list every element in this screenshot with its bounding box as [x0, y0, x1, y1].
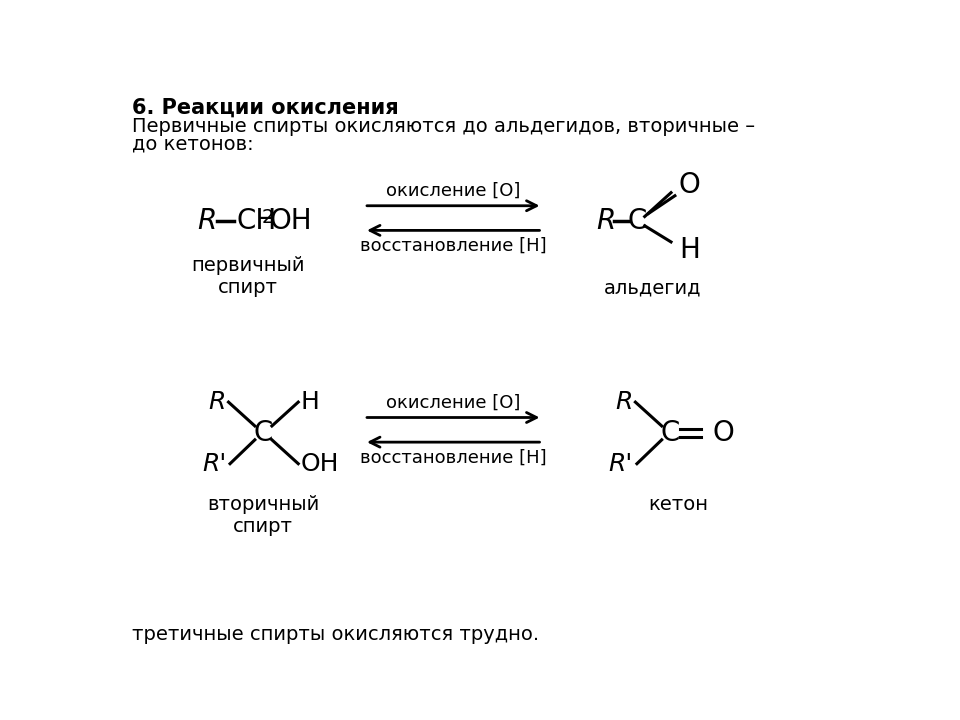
Text: R: R — [596, 207, 616, 235]
Text: CH: CH — [236, 207, 276, 235]
Text: R: R — [198, 207, 217, 235]
Text: C: C — [660, 419, 680, 447]
Text: первичный
спирт: первичный спирт — [191, 256, 304, 297]
Text: до кетонов:: до кетонов: — [132, 134, 253, 153]
Text: восстановление [H]: восстановление [H] — [360, 449, 546, 467]
Text: окисление [О]: окисление [О] — [386, 393, 520, 411]
Text: R': R' — [609, 451, 633, 476]
Text: альдегид: альдегид — [604, 279, 701, 298]
Text: O: O — [679, 171, 701, 199]
Text: третичные спирты окисляются трудно.: третичные спирты окисляются трудно. — [132, 626, 539, 644]
Text: OH: OH — [300, 451, 339, 476]
Text: 6. Реакции окисления: 6. Реакции окисления — [132, 98, 398, 118]
Text: кетон: кетон — [648, 495, 708, 513]
Text: восстановление [H]: восстановление [H] — [360, 237, 546, 255]
Text: R': R' — [202, 451, 227, 476]
Text: Первичные спирты окисляются до альдегидов, вторичные –: Первичные спирты окисляются до альдегидо… — [132, 117, 755, 136]
Text: R: R — [615, 390, 633, 414]
Text: R: R — [209, 390, 227, 414]
Text: 2: 2 — [262, 208, 275, 227]
Text: C: C — [253, 419, 273, 447]
Text: O: O — [713, 419, 734, 447]
Text: вторичный
спирт: вторичный спирт — [207, 495, 320, 536]
Text: OH: OH — [270, 207, 312, 235]
Text: C: C — [627, 207, 647, 235]
Text: H: H — [300, 390, 320, 414]
Text: H: H — [679, 235, 700, 264]
Text: окисление [О]: окисление [О] — [386, 181, 520, 199]
